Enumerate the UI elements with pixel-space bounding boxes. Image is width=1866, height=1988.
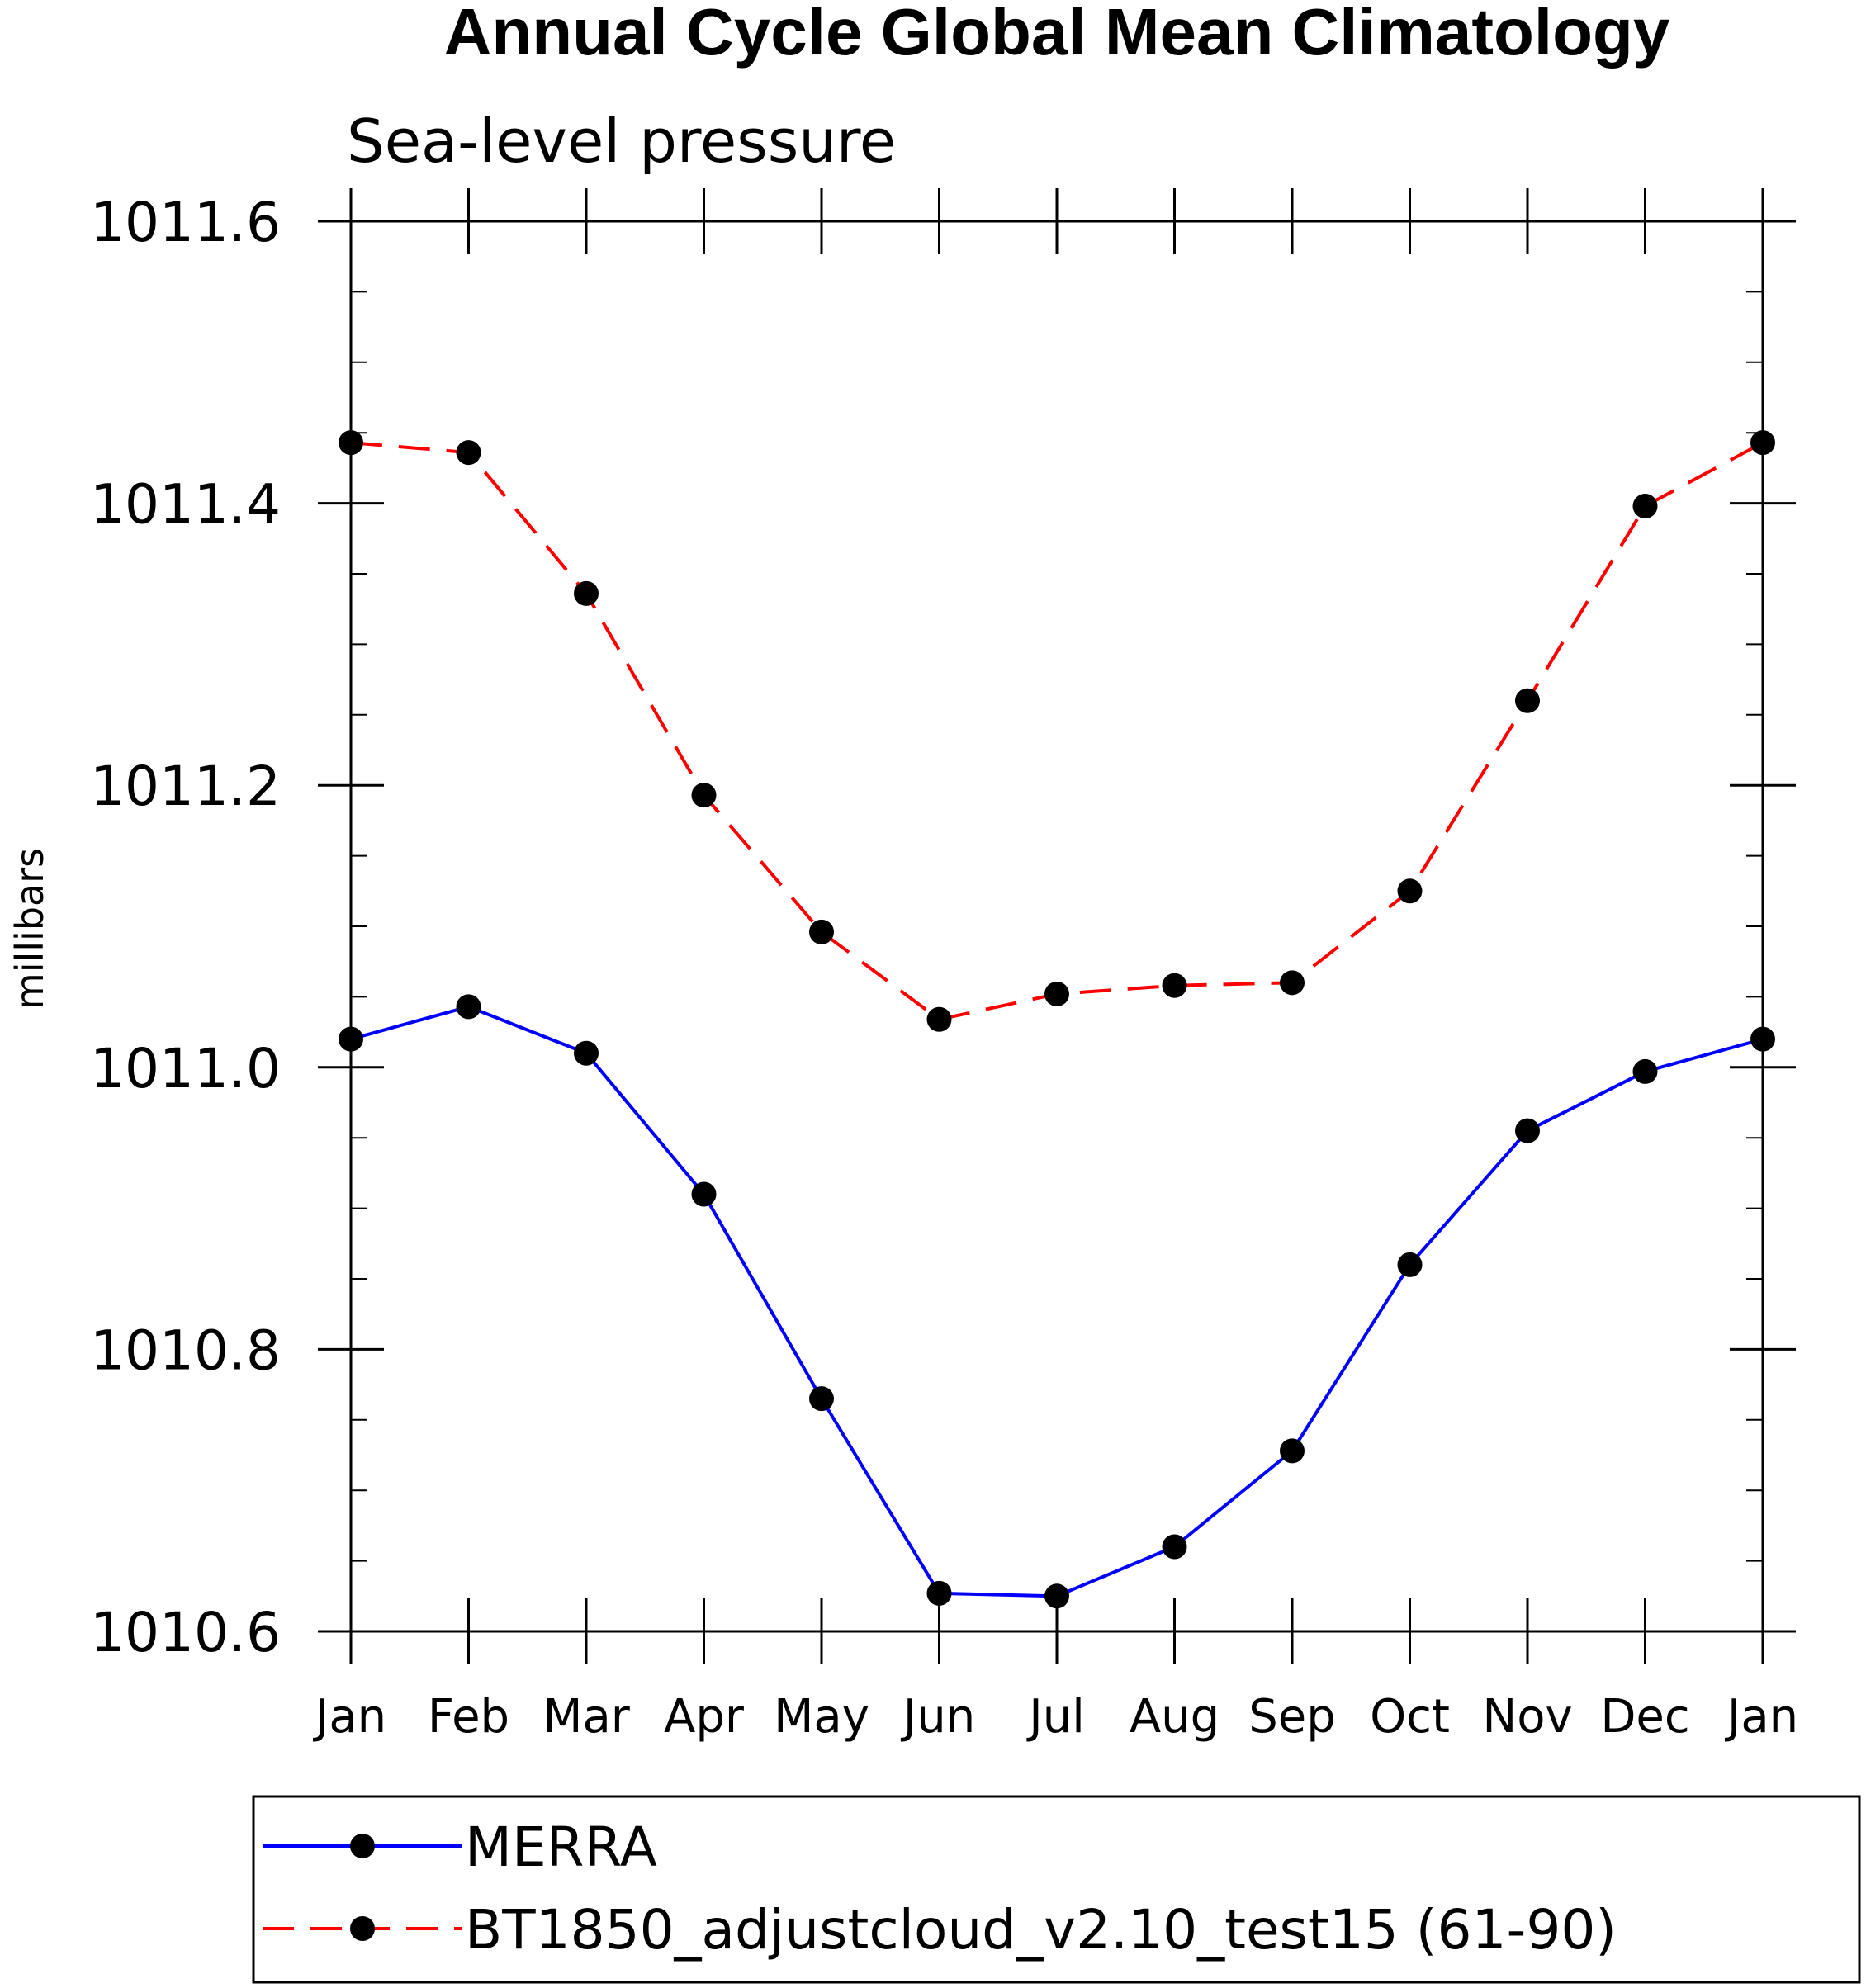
x-tick-label: Oct	[1370, 1690, 1450, 1744]
series-2-marker	[1280, 970, 1305, 996]
legend-box	[252, 1795, 1861, 1984]
x-tick-label: May	[774, 1690, 869, 1744]
series-1-marker	[809, 1386, 834, 1412]
series-line-2	[350, 441, 1764, 1021]
series-2-marker	[339, 430, 363, 456]
x-tick-label: Mar	[542, 1690, 631, 1744]
series-2-marker	[1750, 430, 1775, 456]
series-1-marker	[1515, 1118, 1540, 1143]
series-1-marker	[1044, 1583, 1069, 1609]
legend: MERRA BT1850_adjustcloud_v2.10_test15 (61…	[263, 1815, 1617, 1962]
axes-layer: 1010.6 1010.8 1011.0 1011.2 1011.4 1011.6 Jan F…	[90, 188, 1798, 1744]
series-1-marker	[691, 1181, 717, 1207]
series-2-marker	[1162, 973, 1187, 998]
series-1-marker	[926, 1580, 952, 1606]
series-2-marker	[1632, 494, 1658, 519]
chart-subtitle: Sea-level pressure	[347, 106, 896, 176]
legend-label-1: MERRA	[465, 1815, 657, 1879]
series-2-marker	[926, 1006, 952, 1032]
series-2-marker	[809, 919, 834, 944]
series-1-marker	[1397, 1252, 1423, 1277]
series-2-marker	[1044, 981, 1069, 1006]
x-tick-label: Dec	[1600, 1690, 1689, 1744]
x-tick-label: Aug	[1130, 1690, 1220, 1744]
legend-marker-2	[350, 1916, 375, 1941]
y-axis-label: millibars	[7, 848, 52, 1010]
x-tick-label: Feb	[428, 1690, 509, 1744]
series-1-marker	[456, 994, 481, 1020]
plot-frame	[349, 220, 1764, 1633]
series-1-marker	[1280, 1438, 1305, 1464]
y-tick-label: 1010.8	[90, 1318, 281, 1382]
y-tick-label: 1010.6	[90, 1601, 281, 1664]
x-tick-label: Apr	[664, 1690, 745, 1744]
series-layer	[339, 430, 1775, 1609]
series-1-marker	[574, 1040, 599, 1066]
series-2-marker	[691, 783, 717, 808]
x-tick-label: Sep	[1248, 1690, 1336, 1744]
y-tick-label: 1011.4	[90, 473, 281, 537]
x-tick-label: Jul	[1026, 1690, 1085, 1744]
y-tick-label: 1011.6	[90, 191, 281, 254]
series-1-marker	[1162, 1534, 1187, 1560]
legend-label-2: BT1850_adjustcloud_v2.10_test15 (61-90)	[465, 1898, 1617, 1962]
x-tick-label: Jun	[901, 1690, 976, 1744]
legend-marker-1	[350, 1834, 375, 1858]
x-tick-label: Jan	[1725, 1690, 1798, 1744]
series-line-1	[350, 1005, 1764, 1598]
y-tick-label: 1011.0	[90, 1037, 281, 1100]
x-tick-label: Jan	[313, 1690, 386, 1744]
chart-title: Annual Cycle Global Mean Climatology	[444, 0, 1670, 69]
series-1-marker	[1632, 1058, 1658, 1084]
series-1-marker	[339, 1026, 363, 1052]
x-tick-label: Nov	[1482, 1690, 1572, 1744]
series-2-marker	[456, 440, 481, 466]
series-1-marker	[1750, 1026, 1775, 1052]
y-tick-label: 1011.2	[90, 755, 281, 818]
series-2-marker	[1515, 688, 1540, 713]
series-2-marker	[574, 580, 599, 606]
series-2-marker	[1397, 878, 1423, 904]
